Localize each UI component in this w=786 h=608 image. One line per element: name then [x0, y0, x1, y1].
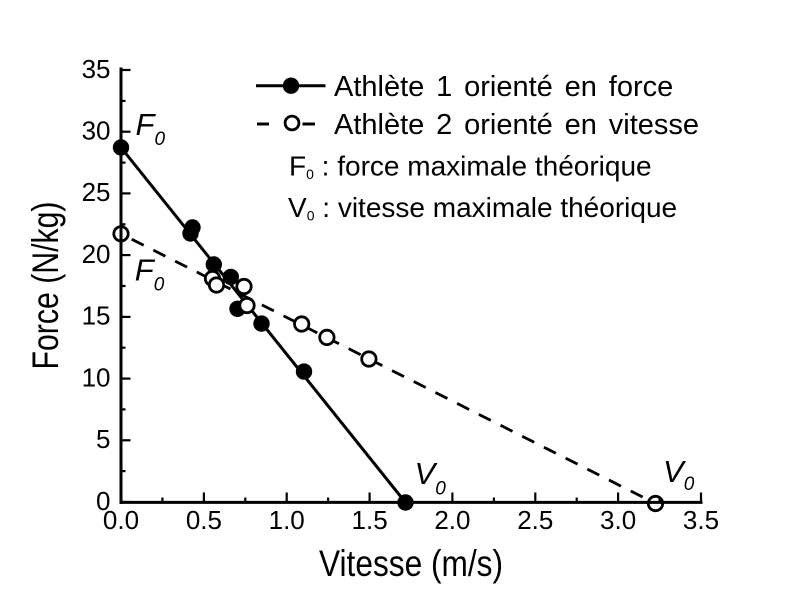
svg-text:0: 0: [96, 486, 110, 516]
svg-text:Athlète 1 orienté en force: Athlète 1 orienté en force: [334, 71, 673, 103]
svg-text:Force (N/kg): Force (N/kg): [25, 202, 66, 370]
svg-text:3.0: 3.0: [600, 505, 636, 535]
svg-text:Athlète 2 orienté en vitesse: Athlète 2 orienté en vitesse: [334, 109, 699, 141]
svg-text:1.0: 1.0: [269, 505, 305, 535]
svg-text:F0 : force maximale théorique: F0 : force maximale théorique: [289, 150, 652, 182]
svg-text:15: 15: [82, 301, 111, 331]
svg-text:25: 25: [82, 177, 111, 207]
svg-text:0.0: 0.0: [103, 505, 139, 535]
svg-text:0.5: 0.5: [186, 505, 222, 535]
svg-text:1.5: 1.5: [352, 505, 388, 535]
svg-text:2.0: 2.0: [434, 505, 470, 535]
svg-text:10: 10: [82, 362, 111, 392]
svg-text:V0 : vitesse maximale théoriqu: V0 : vitesse maximale théorique: [288, 192, 677, 224]
svg-text:3.5: 3.5: [683, 505, 719, 535]
svg-text:5: 5: [96, 424, 110, 454]
svg-text:20: 20: [82, 239, 111, 269]
svg-text:Vitesse (m/s): Vitesse (m/s): [319, 543, 503, 584]
svg-text:2.5: 2.5: [517, 505, 553, 535]
svg-text:30: 30: [82, 116, 111, 146]
svg-text:35: 35: [82, 54, 111, 84]
